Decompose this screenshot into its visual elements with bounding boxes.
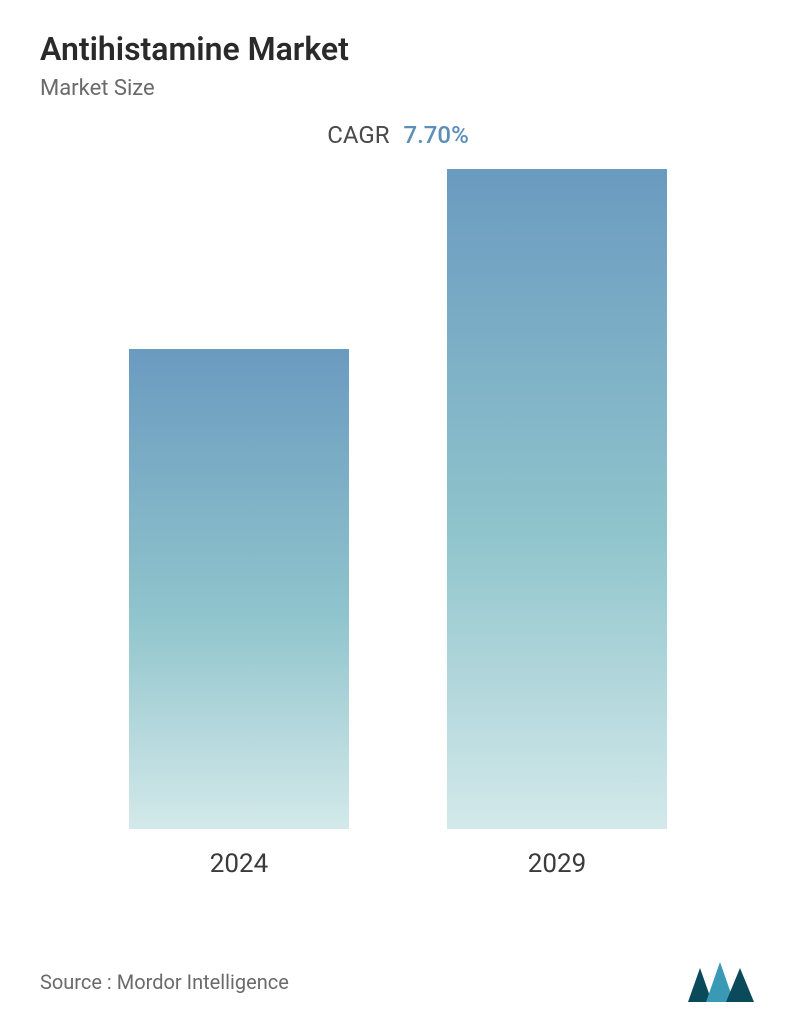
bar-0 xyxy=(129,349,349,829)
bar-1 xyxy=(447,169,667,829)
source-name: Mordor Intelligence xyxy=(117,970,289,994)
bars-row xyxy=(40,169,756,829)
bar-group-0 xyxy=(109,349,369,829)
brand-logo-icon xyxy=(686,960,756,1004)
cagr-row: CAGR 7.70% xyxy=(40,121,756,149)
x-label-1: 2029 xyxy=(427,849,687,879)
chart-title: Antihistamine Market xyxy=(40,30,756,68)
chart-subtitle: Market Size xyxy=(40,76,756,101)
bar-group-1 xyxy=(427,169,687,829)
chart-container: Antihistamine Market Market Size CAGR 7.… xyxy=(0,0,796,1034)
x-axis-labels: 2024 2029 xyxy=(40,849,756,879)
plot-area: 2024 2029 xyxy=(40,169,756,889)
chart-footer: Source : Mordor Intelligence xyxy=(40,960,756,1004)
x-label-0: 2024 xyxy=(109,849,369,879)
source-text: Source : Mordor Intelligence xyxy=(40,970,289,994)
cagr-label: CAGR xyxy=(327,121,389,149)
source-label: Source : xyxy=(40,970,112,994)
cagr-value: 7.70% xyxy=(403,121,468,149)
